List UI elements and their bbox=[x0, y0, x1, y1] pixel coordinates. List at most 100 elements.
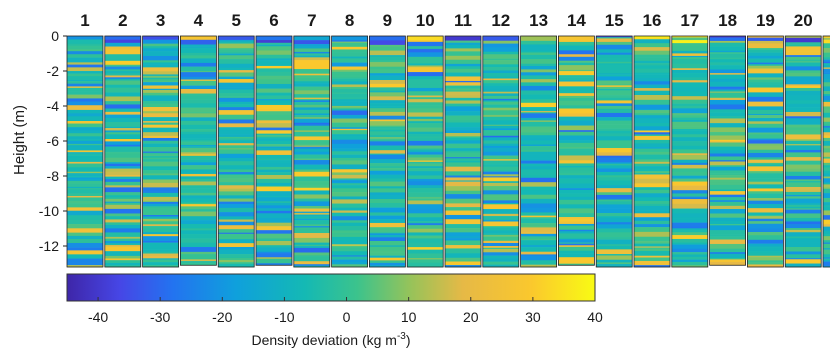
heatmap-cell bbox=[747, 134, 784, 139]
y-tick-label: -4 bbox=[47, 98, 60, 114]
heatmap-cell bbox=[671, 137, 708, 142]
heatmap-cell bbox=[331, 110, 368, 116]
heatmap-cell bbox=[747, 166, 784, 172]
heatmap-cell bbox=[709, 37, 746, 42]
heatmap-cell bbox=[634, 118, 670, 124]
heatmap-cell bbox=[369, 108, 406, 113]
heatmap-cell bbox=[596, 136, 633, 141]
heatmap-cell bbox=[293, 201, 330, 207]
heatmap-cell bbox=[293, 83, 330, 87]
heatmap-column-8 bbox=[331, 35, 369, 268]
heatmap-cell bbox=[104, 66, 141, 70]
heatmap-cell bbox=[747, 228, 784, 233]
heatmap-cell bbox=[558, 69, 595, 72]
heatmap-cell bbox=[823, 68, 830, 73]
heatmap-cell bbox=[596, 192, 633, 196]
heatmap-cell bbox=[104, 258, 141, 261]
heatmap-cell bbox=[256, 127, 292, 131]
heatmap-cell bbox=[520, 65, 557, 70]
heatmap-cell bbox=[331, 127, 368, 130]
heatmap-cell bbox=[142, 207, 179, 212]
heatmap-cell bbox=[634, 50, 670, 55]
heatmap-cell bbox=[671, 57, 708, 60]
heatmap-cell bbox=[671, 178, 708, 182]
heatmap-cell bbox=[709, 75, 746, 80]
heatmap-cell bbox=[142, 187, 179, 192]
heatmap-cell bbox=[331, 160, 368, 165]
heatmap-cell bbox=[104, 192, 141, 196]
heatmap-cell bbox=[634, 260, 670, 266]
heatmap-cell bbox=[671, 103, 708, 107]
heatmap-cell bbox=[482, 221, 519, 227]
heatmap-cell bbox=[218, 246, 255, 250]
heatmap-cell bbox=[218, 232, 255, 235]
heatmap-cell bbox=[785, 152, 822, 158]
heatmap-cell bbox=[293, 190, 330, 195]
heatmap-cell bbox=[709, 182, 746, 186]
heatmap-cell bbox=[520, 79, 557, 83]
heatmap-cell bbox=[520, 240, 557, 246]
heatmap-cell bbox=[331, 101, 368, 107]
heatmap-cell bbox=[293, 57, 330, 61]
heatmap-column-border bbox=[822, 35, 830, 268]
heatmap-cell bbox=[823, 193, 830, 199]
heatmap-cell bbox=[482, 47, 519, 52]
heatmap-cell bbox=[785, 229, 822, 233]
heatmap-cell bbox=[293, 154, 330, 159]
heatmap-cell bbox=[785, 221, 822, 225]
heatmap-cell bbox=[256, 247, 292, 253]
heatmap-cell bbox=[634, 203, 670, 207]
heatmap-cell bbox=[596, 175, 633, 178]
heatmap-cell bbox=[445, 103, 481, 107]
heatmap-cell bbox=[331, 134, 368, 137]
heatmap-column-9 bbox=[368, 35, 406, 268]
heatmap-cell bbox=[104, 108, 141, 113]
heatmap-cell bbox=[823, 176, 830, 179]
heatmap-cell bbox=[331, 41, 368, 44]
heatmap-cell bbox=[445, 235, 481, 239]
heatmap-cell bbox=[369, 138, 406, 141]
heatmap-cell bbox=[823, 59, 830, 63]
heatmap-cell bbox=[293, 45, 330, 49]
heatmap-cell bbox=[634, 94, 670, 101]
heatmap-cell bbox=[218, 216, 255, 220]
heatmap-cell bbox=[369, 181, 406, 187]
heatmap-cell bbox=[67, 176, 103, 178]
heatmap-cell bbox=[671, 244, 708, 250]
heatmap-column-1 bbox=[66, 35, 104, 268]
heatmap-cell bbox=[218, 262, 255, 265]
heatmap-cell bbox=[520, 117, 557, 121]
heatmap-cell bbox=[520, 40, 557, 45]
heatmap-cell bbox=[482, 164, 519, 167]
heatmap-cell bbox=[785, 61, 822, 63]
heatmap-cell bbox=[823, 254, 830, 258]
heatmap-cell bbox=[747, 127, 784, 133]
heatmap-cell bbox=[369, 246, 406, 252]
heatmap-cell bbox=[369, 55, 406, 57]
heatmap-cell bbox=[142, 259, 179, 263]
heatmap-cell bbox=[218, 52, 255, 54]
heatmap-cell bbox=[142, 82, 179, 86]
heatmap-cell bbox=[407, 171, 444, 176]
heatmap-cell bbox=[445, 158, 481, 162]
heatmap-cell bbox=[747, 121, 784, 125]
heatmap-column-19 bbox=[747, 35, 784, 268]
heatmap-cell bbox=[293, 78, 330, 82]
heatmap-cell bbox=[445, 175, 481, 178]
heatmap-cell bbox=[671, 68, 708, 71]
heatmap-cell bbox=[785, 103, 822, 108]
heatmap-cell bbox=[67, 250, 103, 255]
heatmap-cell bbox=[256, 136, 292, 139]
heatmap-cell bbox=[407, 105, 444, 109]
heatmap-cell bbox=[671, 71, 708, 74]
heatmap-cell bbox=[558, 155, 595, 161]
heatmap-cell bbox=[671, 197, 708, 200]
column-label: 3 bbox=[156, 11, 165, 30]
heatmap-cell bbox=[596, 208, 633, 214]
heatmap-cell bbox=[823, 140, 830, 147]
heatmap-cell bbox=[445, 181, 481, 187]
heatmap-column-border bbox=[633, 35, 671, 268]
heatmap-cell bbox=[331, 130, 368, 135]
heatmap-cell bbox=[747, 115, 784, 119]
heatmap-column-border bbox=[406, 35, 444, 268]
